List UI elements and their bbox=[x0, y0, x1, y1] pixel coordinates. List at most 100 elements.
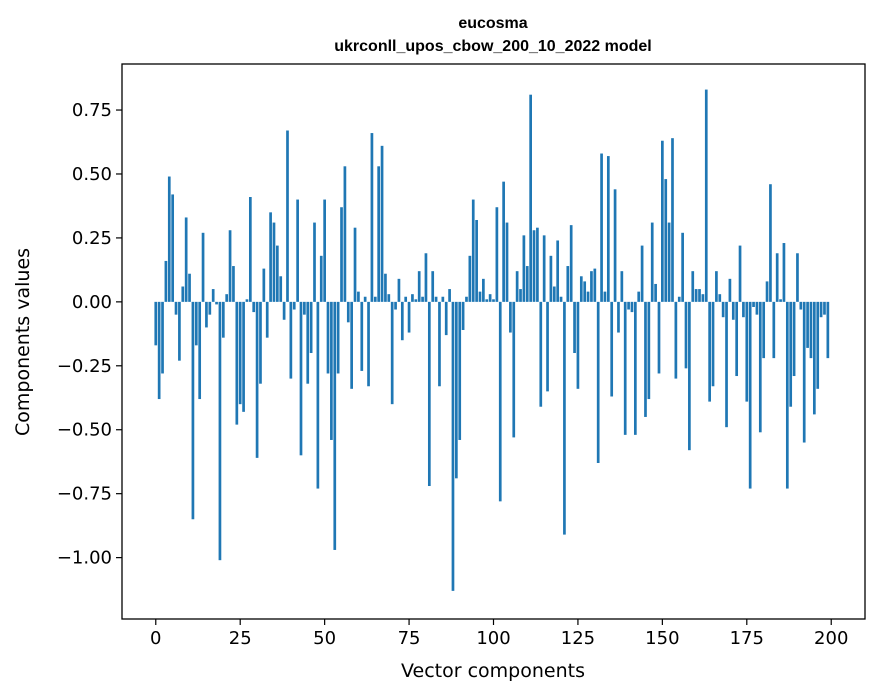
bar bbox=[478, 291, 482, 302]
bar bbox=[519, 289, 522, 302]
bar bbox=[573, 301, 576, 354]
x-tick-label: 100 bbox=[476, 628, 510, 649]
bar bbox=[579, 276, 583, 302]
bar bbox=[623, 301, 627, 435]
bar bbox=[360, 301, 364, 371]
bar bbox=[468, 255, 472, 302]
bar bbox=[823, 301, 826, 315]
bar bbox=[792, 301, 796, 377]
bar bbox=[590, 271, 593, 302]
x-tick-label: 50 bbox=[313, 628, 336, 649]
bar bbox=[390, 301, 394, 405]
bar bbox=[667, 222, 671, 302]
bar bbox=[404, 296, 408, 302]
bar bbox=[539, 301, 543, 407]
bar bbox=[596, 301, 600, 463]
bar bbox=[826, 301, 830, 359]
bar bbox=[593, 268, 597, 302]
bar bbox=[735, 301, 739, 377]
y-tick-label: 0.00 bbox=[72, 292, 112, 313]
bar bbox=[569, 225, 573, 302]
bar bbox=[414, 299, 418, 302]
bar bbox=[512, 301, 516, 438]
bar bbox=[772, 301, 776, 359]
bar bbox=[731, 301, 735, 320]
bar bbox=[208, 301, 212, 315]
bar-series bbox=[154, 89, 830, 591]
bar bbox=[336, 301, 340, 374]
bar bbox=[694, 289, 698, 302]
bar bbox=[323, 199, 326, 302]
bar bbox=[228, 230, 232, 302]
bar bbox=[157, 301, 161, 400]
bar bbox=[755, 301, 759, 315]
bar bbox=[758, 301, 762, 433]
bar bbox=[522, 235, 526, 302]
bar bbox=[154, 301, 158, 346]
bar bbox=[167, 176, 171, 302]
bar bbox=[785, 301, 789, 489]
bar bbox=[279, 276, 283, 302]
bar bbox=[721, 301, 725, 318]
bar bbox=[242, 301, 245, 412]
bar bbox=[752, 301, 755, 307]
bar bbox=[566, 266, 570, 302]
bar bbox=[444, 301, 448, 336]
bar bbox=[586, 291, 590, 302]
bar bbox=[252, 301, 256, 313]
bar bbox=[748, 301, 752, 489]
bar bbox=[455, 301, 458, 479]
bar bbox=[289, 301, 293, 379]
x-axis-ticks: 0 25 50 75 100 125 150 175 200 bbox=[150, 619, 848, 649]
bar bbox=[296, 199, 299, 302]
bar bbox=[725, 301, 728, 428]
x-tick-label: 175 bbox=[730, 628, 764, 649]
bar bbox=[397, 278, 401, 302]
bar bbox=[546, 301, 549, 392]
bar bbox=[451, 301, 455, 591]
bar bbox=[340, 207, 343, 302]
bar bbox=[802, 301, 806, 443]
x-axis-title: Vector components bbox=[401, 660, 585, 682]
bar bbox=[458, 301, 462, 440]
bar bbox=[205, 301, 208, 328]
bar bbox=[677, 296, 681, 302]
bar bbox=[799, 301, 803, 310]
bar bbox=[198, 301, 202, 400]
bar bbox=[532, 230, 536, 302]
bar bbox=[319, 255, 323, 302]
bar bbox=[627, 301, 630, 310]
bar bbox=[201, 232, 205, 302]
x-tick-label: 125 bbox=[561, 628, 595, 649]
y-tick-label: −0.75 bbox=[57, 484, 112, 505]
bar bbox=[427, 301, 431, 487]
bar bbox=[353, 227, 357, 302]
bar bbox=[367, 301, 370, 387]
bar bbox=[498, 301, 502, 502]
bar bbox=[164, 260, 168, 302]
bar bbox=[461, 301, 465, 330]
bar bbox=[529, 94, 532, 302]
bar bbox=[330, 301, 333, 440]
bar bbox=[387, 294, 391, 302]
bar bbox=[738, 245, 742, 302]
x-tick-label: 25 bbox=[229, 628, 252, 649]
bar bbox=[606, 156, 610, 302]
bar bbox=[495, 207, 499, 302]
bar bbox=[485, 299, 489, 302]
bar bbox=[816, 301, 820, 389]
bar bbox=[400, 301, 404, 341]
plot-frame bbox=[121, 63, 866, 620]
bar bbox=[779, 299, 782, 302]
bar bbox=[688, 301, 691, 451]
bar bbox=[471, 199, 475, 302]
bar bbox=[343, 166, 347, 302]
bar bbox=[171, 194, 175, 302]
bar bbox=[819, 301, 823, 318]
bar bbox=[211, 289, 215, 302]
bar bbox=[704, 89, 708, 302]
bar bbox=[377, 166, 381, 302]
y-tick-label: −0.25 bbox=[57, 356, 112, 377]
bar bbox=[299, 301, 303, 456]
y-tick-label: 0.25 bbox=[72, 228, 112, 249]
